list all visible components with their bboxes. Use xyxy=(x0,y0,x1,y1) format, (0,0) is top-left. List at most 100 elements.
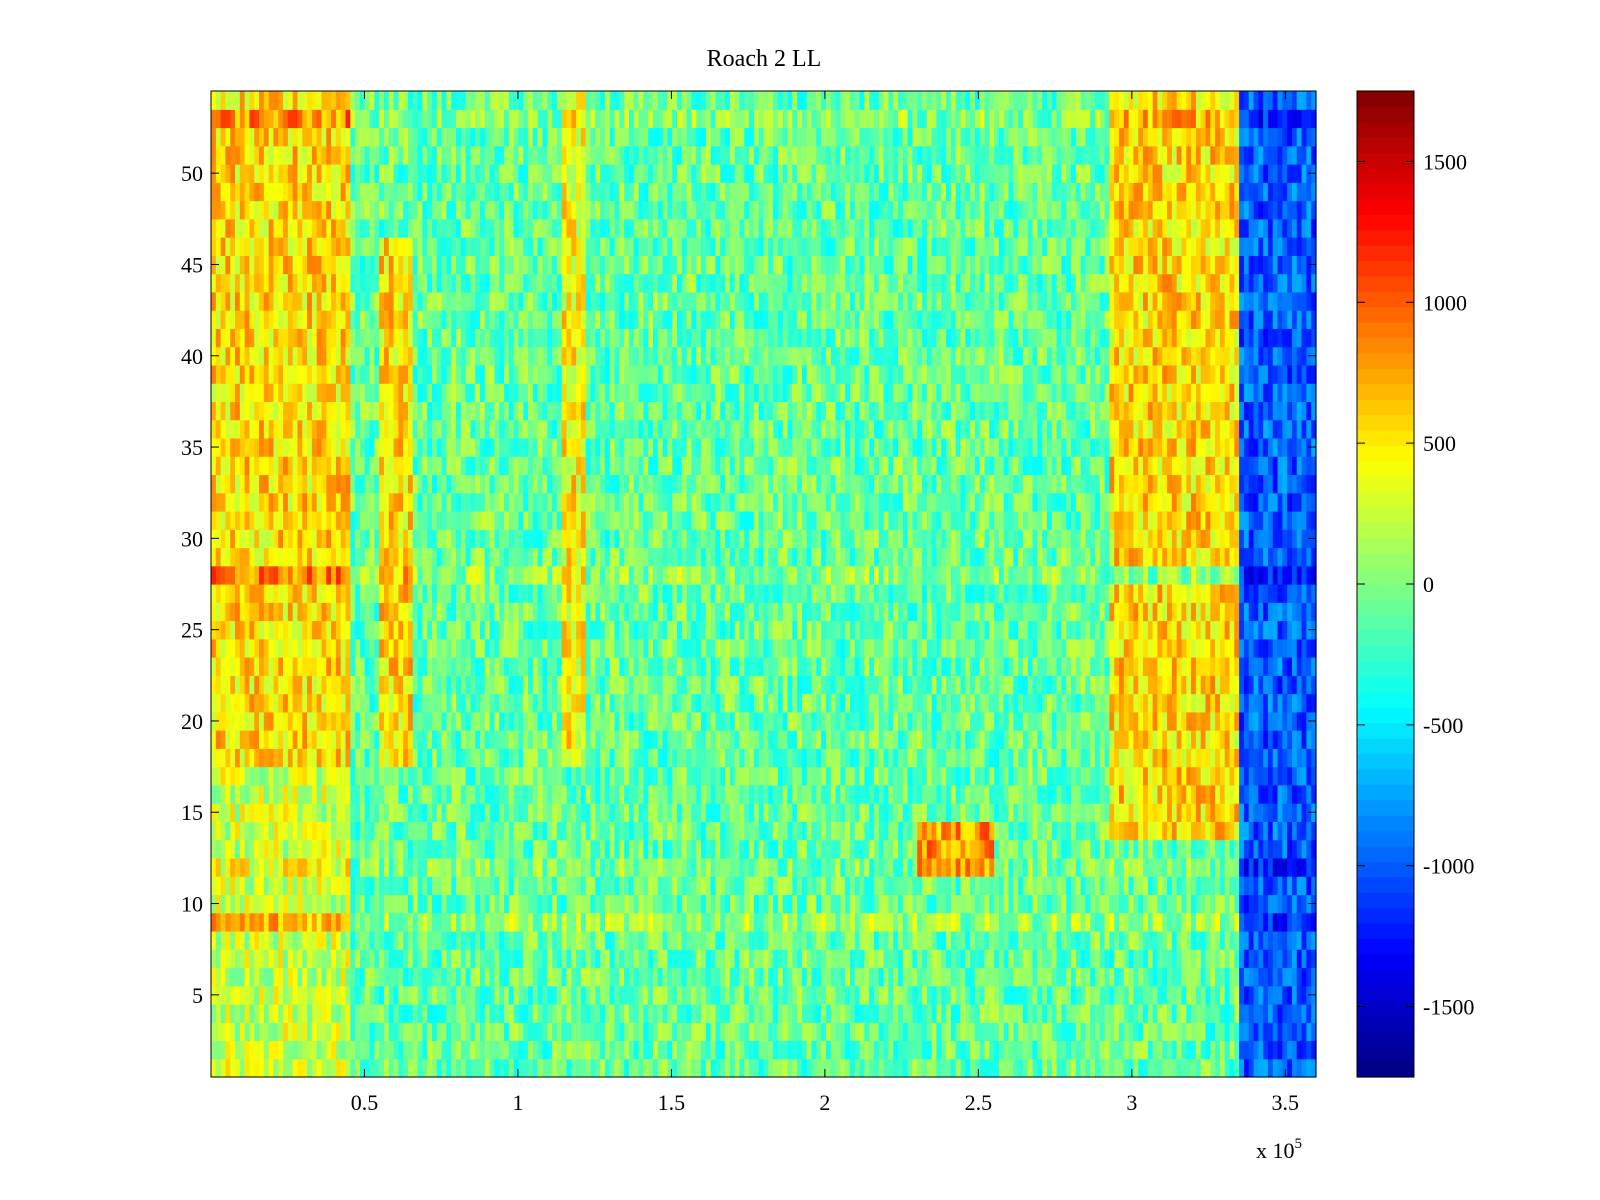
heatmap-cell xyxy=(307,967,313,987)
heatmap-cell xyxy=(1013,693,1019,713)
heatmap-cell xyxy=(989,949,995,969)
heatmap-cell xyxy=(499,730,505,749)
heatmap-cell xyxy=(638,766,644,786)
heatmap-cell xyxy=(489,876,496,896)
heatmap-cell xyxy=(614,711,620,731)
heatmap-cell xyxy=(215,675,222,695)
heatmap-cell xyxy=(1018,730,1024,749)
heatmap-cell xyxy=(648,985,654,1005)
heatmap-cell xyxy=(585,1003,592,1023)
heatmap-cell xyxy=(1306,912,1312,932)
heatmap-cell xyxy=(979,1022,986,1042)
heatmap-cell xyxy=(825,1040,832,1060)
heatmap-cell xyxy=(379,930,385,950)
heatmap-cell xyxy=(542,894,548,914)
heatmap-cell xyxy=(494,821,500,841)
heatmap-cell xyxy=(1099,693,1106,713)
heatmap-cell xyxy=(566,1058,572,1078)
heatmap-cell xyxy=(465,839,472,859)
heatmap-cell xyxy=(1267,930,1274,950)
heatmap-cell xyxy=(1205,839,1211,859)
heatmap-cell xyxy=(681,784,688,804)
heatmap-cell xyxy=(744,912,750,932)
heatmap-cell xyxy=(1176,766,1183,786)
heatmap-cell xyxy=(1056,857,1062,877)
heatmap-cell xyxy=(869,766,875,786)
heatmap-cell xyxy=(451,784,457,804)
heatmap-cell xyxy=(441,967,448,987)
heatmap-cell xyxy=(1248,748,1255,768)
heatmap-cell xyxy=(638,693,644,713)
heatmap-cell xyxy=(763,876,769,896)
heatmap-cell xyxy=(701,1022,707,1042)
heatmap-cell xyxy=(638,967,644,987)
heatmap-cell xyxy=(340,1058,347,1078)
heatmap-cell xyxy=(225,985,231,1005)
heatmap-cell xyxy=(1051,766,1058,786)
heatmap-cell xyxy=(335,1040,342,1060)
heatmap-cell xyxy=(412,839,419,859)
heatmap-cell xyxy=(499,912,505,932)
heatmap-cell xyxy=(926,839,933,859)
heatmap-cell xyxy=(292,912,299,932)
heatmap-cell xyxy=(777,748,784,768)
heatmap-cell xyxy=(1258,693,1264,713)
heatmap-cell xyxy=(1013,857,1019,877)
heatmap-cell xyxy=(926,967,933,987)
heatmap-cell xyxy=(825,857,832,877)
heatmap-cell xyxy=(1046,748,1053,768)
heatmap-cell xyxy=(1186,949,1192,969)
heatmap-cell xyxy=(974,857,981,877)
heatmap-cell xyxy=(600,985,606,1005)
heatmap-cell xyxy=(355,930,361,950)
heatmap-cell xyxy=(811,1058,817,1078)
heatmap-cell xyxy=(595,693,601,713)
heatmap-cell xyxy=(518,711,524,731)
heatmap-cell xyxy=(763,748,769,768)
heatmap-cell xyxy=(1095,766,1101,786)
heatmap-cell xyxy=(292,894,299,914)
heatmap-cell xyxy=(1133,894,1139,914)
heatmap-cell xyxy=(849,693,856,713)
heatmap-cell xyxy=(436,839,443,859)
heatmap-cell xyxy=(931,894,938,914)
heatmap-cell xyxy=(681,1058,688,1078)
heatmap-cell xyxy=(1162,1022,1168,1042)
heatmap-cell xyxy=(1205,1003,1211,1023)
heatmap-cell xyxy=(1186,748,1192,768)
heatmap-cell xyxy=(874,894,880,914)
heatmap-cell xyxy=(1171,894,1178,914)
heatmap-cell xyxy=(667,675,673,695)
heatmap-cell xyxy=(1162,1058,1168,1078)
heatmap-cell xyxy=(878,985,885,1005)
heatmap-cell xyxy=(297,766,303,786)
heatmap-cell xyxy=(922,839,928,859)
heatmap-cell xyxy=(1123,803,1130,822)
heatmap-cell xyxy=(321,876,327,896)
heatmap-cell xyxy=(782,766,789,786)
heatmap-cell xyxy=(1296,857,1303,877)
heatmap-cell xyxy=(1152,912,1159,932)
heatmap-cell xyxy=(864,894,870,914)
heatmap-cell xyxy=(720,930,726,950)
heatmap-cell xyxy=(1056,894,1062,914)
heatmap-cell xyxy=(619,1022,625,1042)
heatmap-cell xyxy=(768,912,774,932)
heatmap-cell xyxy=(1027,1003,1034,1023)
heatmap-cell xyxy=(556,949,563,969)
heatmap-cell xyxy=(1104,1058,1111,1078)
heatmap-cell xyxy=(508,857,515,877)
heatmap-cell xyxy=(1066,784,1072,804)
heatmap-cell xyxy=(254,675,260,695)
heatmap-cell xyxy=(643,857,649,877)
heatmap-cell xyxy=(292,784,299,804)
heatmap-cell xyxy=(1027,912,1034,932)
heatmap-cell xyxy=(566,803,572,822)
heatmap-cell xyxy=(244,876,251,896)
heatmap-cell xyxy=(1224,766,1231,786)
heatmap-cell xyxy=(239,803,246,822)
heatmap-cell xyxy=(268,821,275,841)
heatmap-cell xyxy=(249,730,255,749)
heatmap-cell xyxy=(777,876,784,896)
heatmap-cell xyxy=(974,930,981,950)
